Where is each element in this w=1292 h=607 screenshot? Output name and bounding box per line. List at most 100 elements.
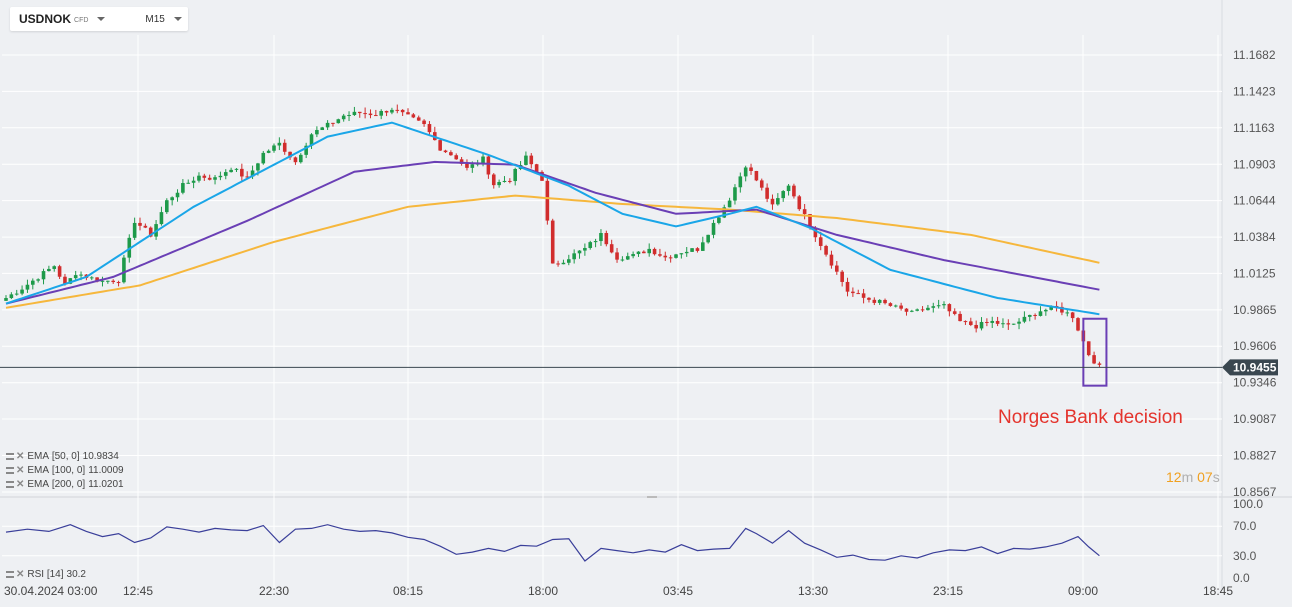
close-icon[interactable]: ✕ (16, 569, 25, 580)
candle-body (738, 176, 743, 188)
candle-body (534, 164, 539, 172)
pane-resize-handle[interactable] (647, 496, 657, 498)
countdown-seconds-unit: s (1212, 469, 1220, 485)
candle-body (770, 198, 775, 205)
x-tick-label: 09:00 (1068, 584, 1098, 598)
candle-body (947, 304, 952, 312)
settings-icon[interactable] (6, 453, 14, 460)
candle-body (835, 265, 839, 272)
candle-body (786, 185, 791, 192)
indicator-rsi[interactable]: ✕ RSI [14] 30.2 (6, 569, 86, 580)
candle-body (1017, 321, 1021, 324)
timeframe-selector[interactable]: M15 (145, 13, 165, 25)
candle-body (1065, 312, 1070, 314)
candle-body (920, 309, 925, 311)
candle-body (1006, 323, 1011, 325)
candles (4, 104, 1102, 368)
candle-body (395, 109, 400, 111)
candle-body (593, 241, 598, 243)
candle-body (877, 299, 882, 303)
candle-body (727, 200, 732, 208)
candle-body (615, 252, 619, 260)
rsi-tick-label: 0.0 (1233, 571, 1250, 585)
x-tick-label: 13:30 (798, 584, 828, 598)
y-tick-label: 10.9606 (1233, 339, 1277, 353)
indicator-ema50[interactable]: ✕ EMA [50, 0] 10.9834 (6, 451, 119, 462)
candle-body (808, 214, 812, 228)
candle-body (347, 115, 351, 117)
candle-body (995, 320, 1000, 324)
candle-body (299, 154, 303, 163)
candle-body (68, 278, 73, 284)
candle-body (4, 298, 8, 301)
candle-body (1076, 318, 1080, 331)
symbol-name[interactable]: USDNOK (19, 12, 72, 26)
candle-body (802, 209, 807, 215)
candle-body (309, 134, 314, 146)
ema50-line (5, 121, 1100, 316)
candle-body (936, 305, 941, 307)
settings-icon[interactable] (6, 481, 14, 488)
candle-body (1038, 311, 1043, 316)
x-tick-label: 12:45 (123, 584, 153, 598)
candle-body (851, 291, 855, 294)
candle-body (524, 155, 528, 165)
indicator-ema200[interactable]: ✕ EMA [200, 0] 11.0201 (6, 479, 124, 490)
symbol-dropdown-icon[interactable] (97, 17, 106, 21)
indicator-params: [14] (46, 569, 64, 580)
candle-body (31, 280, 35, 285)
indicator-label: RSI (27, 569, 45, 580)
candle-body (100, 280, 105, 282)
candle-body (797, 196, 802, 210)
candle-body (256, 163, 260, 171)
candle-body (400, 109, 405, 113)
ema200-line (5, 194, 1100, 309)
candle-body (272, 145, 276, 151)
candle-body (20, 289, 24, 294)
candle-body (636, 251, 641, 255)
countdown-minutes: 12 (1166, 469, 1182, 485)
indicator-ema100[interactable]: ✕ EMA [100, 0] 11.0009 (6, 465, 124, 476)
settings-icon[interactable] (6, 467, 14, 474)
highlight-box (1082, 317, 1108, 387)
candle-body (218, 175, 223, 178)
candle-body (915, 309, 919, 311)
candle-body (465, 163, 469, 168)
x-tick-label: 18:45 (1203, 584, 1233, 598)
candle-body (486, 156, 491, 175)
indicator-value: 10.9834 (82, 451, 119, 462)
candle-body (813, 227, 818, 238)
candle-body (106, 280, 110, 282)
close-icon[interactable]: ✕ (16, 465, 25, 476)
candle-body (990, 320, 995, 323)
candle-body (1011, 323, 1016, 325)
y-tick-label: 11.1682 (1233, 48, 1276, 62)
candle-body (904, 308, 909, 312)
candle-body (52, 266, 57, 269)
candle-body (856, 293, 861, 295)
candle-body (1022, 316, 1027, 322)
candle-body (620, 259, 625, 261)
candle-body (781, 191, 785, 199)
candle-body (14, 293, 19, 295)
candle-body (320, 127, 325, 131)
candle-body (245, 176, 249, 178)
candle-body (197, 175, 201, 181)
y-tick-label: 10.8567 (1233, 485, 1277, 499)
timeframe-dropdown-icon[interactable] (173, 17, 182, 21)
settings-icon[interactable] (6, 571, 14, 578)
close-icon[interactable]: ✕ (16, 479, 25, 490)
y-tick-label: 11.0125 (1233, 266, 1276, 280)
y-tick-label: 10.8827 (1233, 449, 1277, 463)
close-icon[interactable]: ✕ (16, 451, 25, 462)
candle-body (652, 248, 657, 255)
candle-body (449, 152, 453, 156)
candle-body (277, 142, 282, 146)
candle-body (41, 271, 46, 280)
candle-body (818, 237, 823, 246)
candle-body (599, 232, 603, 242)
candle-body (304, 145, 308, 155)
x-tick-label: 22:30 (259, 584, 289, 598)
y-tick-label: 10.9346 (1233, 376, 1277, 390)
